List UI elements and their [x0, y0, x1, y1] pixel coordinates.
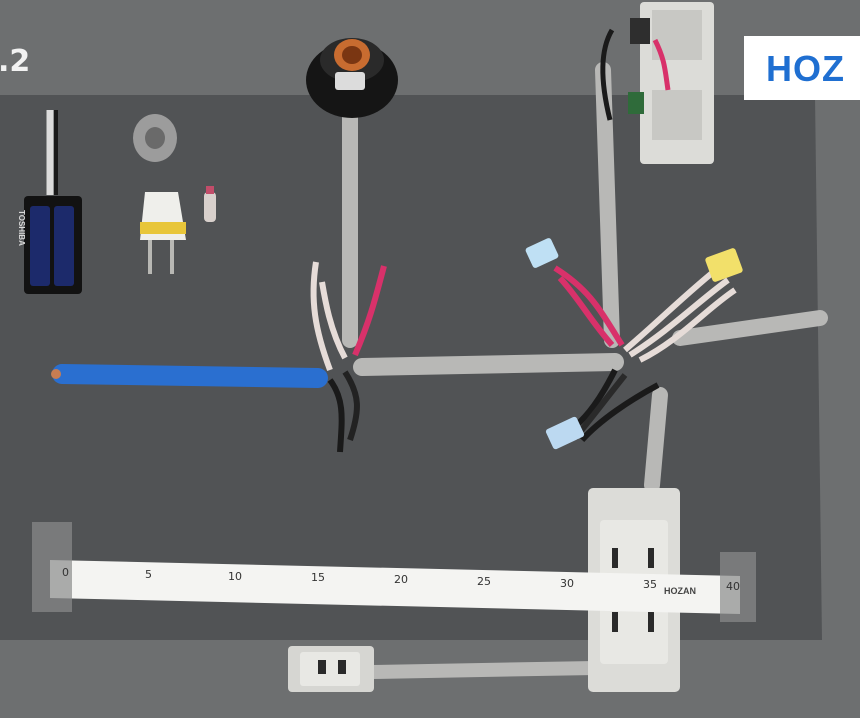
- lamp-socket: [306, 38, 398, 118]
- ruler-number: 5: [145, 567, 152, 581]
- gray-cable-horizontal: [353, 353, 624, 376]
- wire-connector-blue-top: [525, 238, 559, 268]
- episode-label: .2: [0, 44, 31, 79]
- red-wire-3: [553, 265, 625, 347]
- ruler-number: 35: [643, 578, 657, 592]
- switch-plate: [600, 2, 714, 164]
- tape-left: [32, 522, 72, 612]
- ruler-number: 30: [560, 576, 574, 590]
- red-wire-2: [557, 275, 615, 347]
- ruler-brand-label: HOZAN: [664, 586, 696, 596]
- hozan-banner: HOZ: [744, 36, 860, 100]
- gray-cable-bottom: [365, 661, 602, 679]
- battery-brand-label: TOSHIBA: [17, 210, 26, 246]
- ruler-number: 40: [726, 580, 740, 593]
- small-bulb: [204, 186, 216, 222]
- black-wire-1: [327, 378, 345, 453]
- ruler-number: 0: [62, 566, 69, 579]
- power-plug: [140, 192, 186, 274]
- white-wire-5: [638, 287, 737, 363]
- black-wire-2: [342, 370, 360, 441]
- ruler-number: 20: [394, 573, 408, 586]
- battery-pack: [24, 110, 82, 294]
- white-wire-1: [310, 261, 333, 372]
- ruler-number: 15: [311, 571, 325, 585]
- white-wire-2: [319, 281, 348, 360]
- wire-connector-yellow: [705, 248, 743, 282]
- black-wire-5: [579, 382, 660, 443]
- single-outlet: [288, 646, 374, 692]
- gray-cable-vertical-right: [595, 62, 620, 348]
- banner-text: HOZ: [766, 48, 845, 89]
- white-wire-4: [628, 277, 730, 358]
- ruler-number: 10: [228, 569, 242, 583]
- gray-cable-right-out: [672, 310, 828, 346]
- blue-cable-end: [51, 369, 61, 379]
- gray-cable-down: [644, 387, 668, 493]
- ruler-number: 25: [477, 574, 491, 588]
- cord-grip-cap: [133, 114, 177, 162]
- blue-cable: [52, 364, 328, 388]
- red-wire-1: [352, 265, 387, 357]
- ruler: [50, 560, 740, 614]
- tape-right: [720, 552, 756, 622]
- wire-connector-blue-bottom: [545, 416, 585, 450]
